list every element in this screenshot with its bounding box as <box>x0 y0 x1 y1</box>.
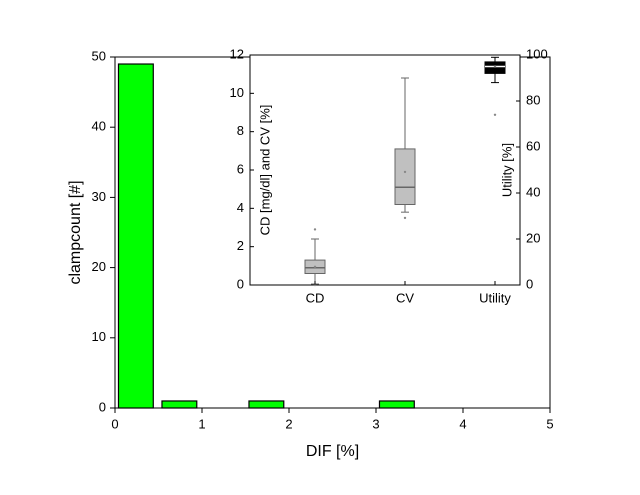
y2-tick-label: 100 <box>526 46 548 61</box>
x-axis-title: DIF [%] <box>306 443 359 460</box>
x-tick-label: 4 <box>459 416 466 431</box>
y-axis-title: CD [mg/dl] and CV [%] <box>257 105 272 236</box>
y2-tick-label: 40 <box>526 184 540 199</box>
mean <box>403 170 407 174</box>
y-tick-label: 50 <box>92 48 106 63</box>
x-tick-label: CD <box>306 290 325 305</box>
x-tick-label: 3 <box>372 416 379 431</box>
x-tick-label: 1 <box>198 416 205 431</box>
outlier <box>403 216 407 220</box>
inset-frame <box>249 54 521 286</box>
bar <box>117 63 154 409</box>
y-tick-label: 0 <box>99 399 106 414</box>
bar <box>378 400 415 409</box>
x-tick-label: CV <box>396 290 414 305</box>
mean <box>313 265 317 268</box>
y2-tick-label: 0 <box>526 276 533 291</box>
y-tick-label: 10 <box>92 329 106 344</box>
bar <box>161 400 198 409</box>
y-tick-label: 6 <box>237 161 244 176</box>
y-tick-label: 40 <box>92 119 106 134</box>
y-tick-label: 0 <box>237 276 244 291</box>
x-tick-label: 2 <box>285 416 292 431</box>
x-tick-label: 0 <box>111 416 118 431</box>
y2-axis-title: Utility [%] <box>499 143 514 197</box>
x-tick-label: 5 <box>546 416 553 431</box>
y-tick-label: 12 <box>230 46 244 61</box>
y-tick-label: 20 <box>92 259 106 274</box>
mean <box>493 65 497 68</box>
y2-tick-label: 20 <box>526 230 540 245</box>
x-tick-label: Utility <box>479 290 511 305</box>
y-tick-label: 30 <box>92 189 106 204</box>
y-tick-label: 10 <box>230 85 244 100</box>
y2-tick-label: 60 <box>526 138 540 153</box>
y-tick-label: 4 <box>237 200 244 215</box>
outlier <box>313 228 317 231</box>
y2-tick-label: 80 <box>526 92 540 107</box>
bar <box>248 400 285 409</box>
y-axis-title: clampcount [#] <box>67 180 84 284</box>
outlier <box>493 113 497 117</box>
y-tick-label: 8 <box>237 123 244 138</box>
y-tick-label: 2 <box>237 238 244 253</box>
box <box>394 148 416 206</box>
